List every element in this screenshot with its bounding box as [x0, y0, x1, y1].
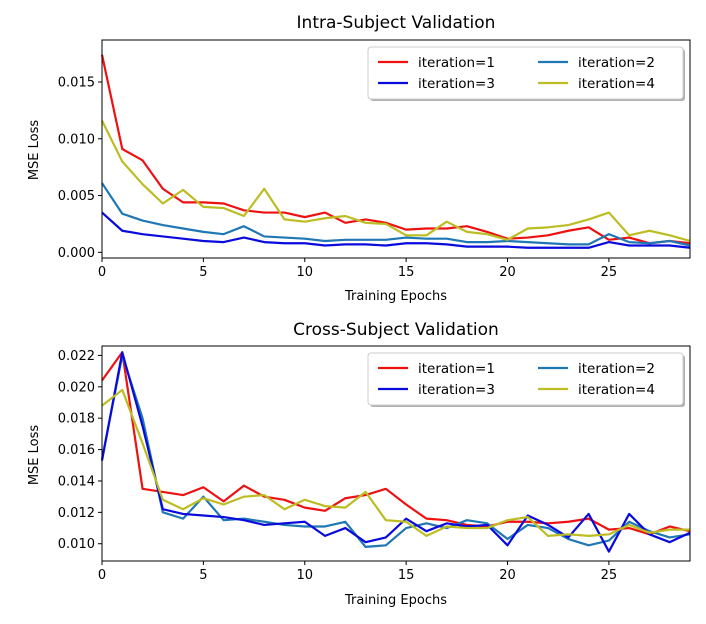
y-tick-label: 0.005 — [58, 189, 95, 204]
legend-label: iteration=4 — [578, 382, 655, 398]
legend-label: iteration=1 — [418, 361, 495, 377]
series-line-iteration-3 — [101, 211, 691, 249]
y-tick-label: 0.010 — [58, 132, 95, 147]
legend-label: iteration=1 — [418, 55, 495, 71]
x-tick-label: 5 — [199, 568, 207, 583]
plot-frame — [101, 39, 691, 259]
legend-label: iteration=3 — [418, 382, 495, 398]
legend: iteration=1 iteration=2 iteration=3 iterati… — [367, 352, 685, 407]
x-axis-label: Training Epochs — [344, 593, 447, 608]
cross-subject-chart: Cross-Subject Validation Training Epochs… — [27, 320, 691, 608]
y-tick-label: 0.010 — [58, 537, 95, 552]
ticks: 0 5 10 15 20 25 0.000 0.005 0.010 0.015 — [58, 76, 617, 280]
legend: iteration=1 iteration=2 iteration=3 iterati… — [367, 46, 685, 101]
legend-label: iteration=2 — [578, 55, 655, 71]
legend-label: iteration=3 — [418, 76, 495, 92]
series-line-iteration-4 — [101, 120, 691, 243]
series-lines — [100, 351, 691, 553]
intra-subject-chart: Intra-Subject Validation Training Epochs… — [27, 13, 691, 304]
x-tick-label: 0 — [98, 568, 106, 583]
x-tick-label: 10 — [296, 568, 313, 583]
legend-label: iteration=4 — [578, 76, 655, 92]
x-axis-label: Training Epochs — [344, 289, 447, 304]
series-line-iteration-1 — [100, 54, 691, 245]
y-tick-label: 0.015 — [58, 76, 95, 91]
y-tick-label: 0.000 — [58, 246, 95, 261]
y-axis-label: MSE Loss — [27, 425, 42, 486]
x-tick-label: 15 — [398, 265, 415, 280]
x-tick-label: 20 — [499, 568, 516, 583]
series-line-iteration-3 — [100, 351, 691, 553]
y-tick-label: 0.014 — [58, 474, 95, 489]
series-lines — [100, 54, 691, 249]
chart-title: Intra-Subject Validation — [297, 13, 496, 33]
plot-frame — [101, 345, 691, 562]
chart-title: Cross-Subject Validation — [293, 320, 499, 340]
ticks: 0 5 10 15 20 25 0.010 0.012 0.014 0.016 0.018 0.020… — [58, 349, 617, 583]
legend-box — [367, 352, 684, 406]
x-tick-label: 25 — [601, 568, 618, 583]
y-tick-label: 0.012 — [58, 506, 95, 521]
y-axis-label: MSE Loss — [27, 120, 42, 181]
x-tick-label: 20 — [499, 265, 516, 280]
y-tick-label: 0.020 — [58, 380, 95, 395]
series-line-iteration-4 — [101, 388, 690, 537]
y-tick-label: 0.016 — [58, 443, 95, 458]
x-tick-label: 10 — [296, 265, 313, 280]
series-line-iteration-2 — [101, 182, 691, 247]
x-tick-label: 25 — [601, 265, 618, 280]
legend-label: iteration=2 — [578, 361, 655, 377]
x-tick-label: 15 — [398, 568, 415, 583]
x-tick-label: 0 — [98, 265, 106, 280]
x-tick-label: 5 — [199, 265, 207, 280]
y-tick-label: 0.018 — [58, 412, 95, 427]
legend-box — [367, 46, 684, 100]
y-tick-label: 0.022 — [58, 349, 95, 364]
